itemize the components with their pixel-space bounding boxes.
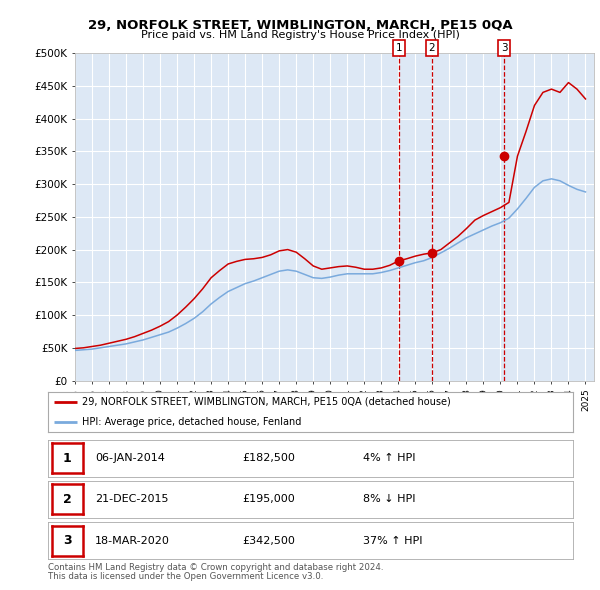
- Text: 4% ↑ HPI: 4% ↑ HPI: [363, 453, 415, 463]
- Text: 1: 1: [395, 43, 402, 53]
- Text: 3: 3: [63, 534, 71, 548]
- Text: 18-MAR-2020: 18-MAR-2020: [95, 536, 170, 546]
- Text: Contains HM Land Registry data © Crown copyright and database right 2024.: Contains HM Land Registry data © Crown c…: [48, 563, 383, 572]
- Text: Price paid vs. HM Land Registry's House Price Index (HPI): Price paid vs. HM Land Registry's House …: [140, 30, 460, 40]
- Text: HPI: Average price, detached house, Fenland: HPI: Average price, detached house, Fenl…: [82, 417, 302, 427]
- Text: 37% ↑ HPI: 37% ↑ HPI: [363, 536, 422, 546]
- Text: This data is licensed under the Open Government Licence v3.0.: This data is licensed under the Open Gov…: [48, 572, 323, 581]
- Text: 21-DEC-2015: 21-DEC-2015: [95, 494, 169, 504]
- Text: 06-JAN-2014: 06-JAN-2014: [95, 453, 165, 463]
- Text: £195,000: £195,000: [242, 494, 295, 504]
- Text: 29, NORFOLK STREET, WIMBLINGTON, MARCH, PE15 0QA (detached house): 29, NORFOLK STREET, WIMBLINGTON, MARCH, …: [82, 397, 451, 407]
- Text: 2: 2: [428, 43, 435, 53]
- Text: 8% ↓ HPI: 8% ↓ HPI: [363, 494, 415, 504]
- Text: £342,500: £342,500: [242, 536, 295, 546]
- Text: 1: 1: [63, 451, 71, 465]
- Text: 29, NORFOLK STREET, WIMBLINGTON, MARCH, PE15 0QA: 29, NORFOLK STREET, WIMBLINGTON, MARCH, …: [88, 19, 512, 32]
- Text: 3: 3: [500, 43, 507, 53]
- Text: £182,500: £182,500: [242, 453, 295, 463]
- Text: 2: 2: [63, 493, 71, 506]
